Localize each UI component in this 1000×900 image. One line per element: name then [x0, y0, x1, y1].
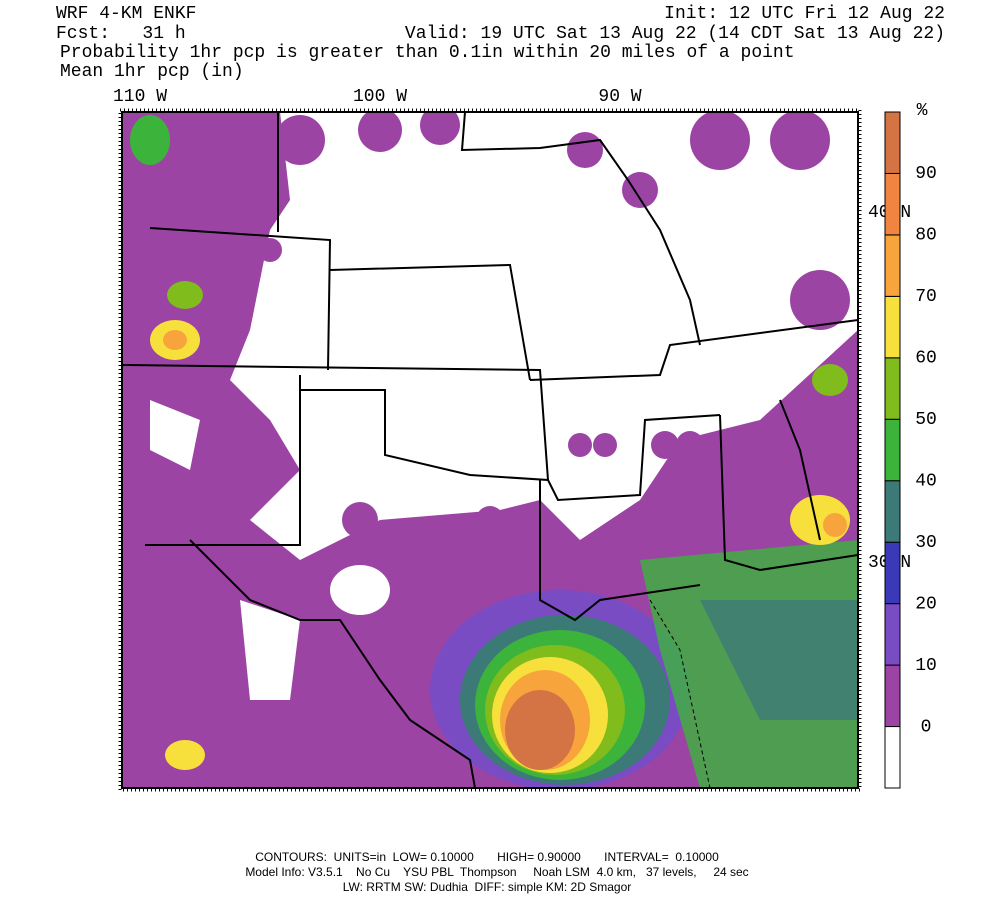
init-time: Init: 12 UTC Fri 12 Aug 22 [664, 4, 945, 24]
valid-time: Valid: 19 UTC Sat 13 Aug 22 (14 CDT Sat … [405, 24, 945, 44]
colorbar-swatch [884, 234, 901, 297]
gulf-cells [130, 115, 858, 788]
colorbar-swatch [884, 726, 901, 789]
footer-contours: CONTOURS: UNITS=in LOW= 0.10000 HIGH= 0.… [255, 850, 719, 864]
map-area [122, 112, 858, 788]
colorbar-label: 30 [915, 533, 937, 553]
footer-physics: LW: RRTM SW: Dudhia DIFF: simple KM: 2D … [343, 880, 632, 894]
map-frame [121, 111, 859, 789]
no-precip-gaps [150, 380, 540, 700]
forecast-hour: Fcst: 31 h [56, 24, 186, 44]
longitude-label: 100 W [353, 87, 407, 107]
model-name: WRF 4-KM ENKF [56, 4, 196, 24]
colorbar: 0 10 20 30 40 50 60 70 80 90 [884, 111, 937, 789]
colorbar-label: 50 [915, 410, 937, 430]
state-borders [122, 112, 858, 788]
colorbar-swatch [884, 111, 901, 174]
colorbar-swatch [884, 172, 901, 236]
colorbar-label: 10 [915, 656, 937, 676]
colorbar-swatch [884, 541, 901, 605]
colorbar-swatch [884, 603, 901, 666]
field-title: Probability 1hr pcp is greater than 0.1i… [60, 43, 795, 63]
colorbar-swatch [884, 418, 901, 482]
colorbar-label: 40 [915, 471, 937, 491]
longitude-label: 90 W [598, 87, 641, 107]
colorbar-label: 70 [915, 287, 937, 307]
colorbar-swatch [884, 664, 901, 728]
colorbar-swatch [884, 480, 901, 543]
colorbar-swatch [884, 357, 901, 420]
contour-title: Mean 1hr pcp (in) [60, 62, 244, 82]
colorbar-unit: % [917, 101, 928, 121]
colorbar-label: 90 [915, 164, 937, 184]
colorbar-label: 80 [915, 226, 937, 246]
frame-ticks [118, 108, 862, 792]
colorbar-label: 60 [915, 349, 937, 369]
colorbar-swatch [884, 295, 901, 359]
colorbar-label: 0 [921, 717, 932, 737]
colorbar-label: 20 [915, 594, 937, 614]
longitude-label: 110 W [113, 87, 167, 107]
footer-model-info: Model Info: V3.5.1 No Cu YSU PBL Thompso… [245, 865, 748, 879]
